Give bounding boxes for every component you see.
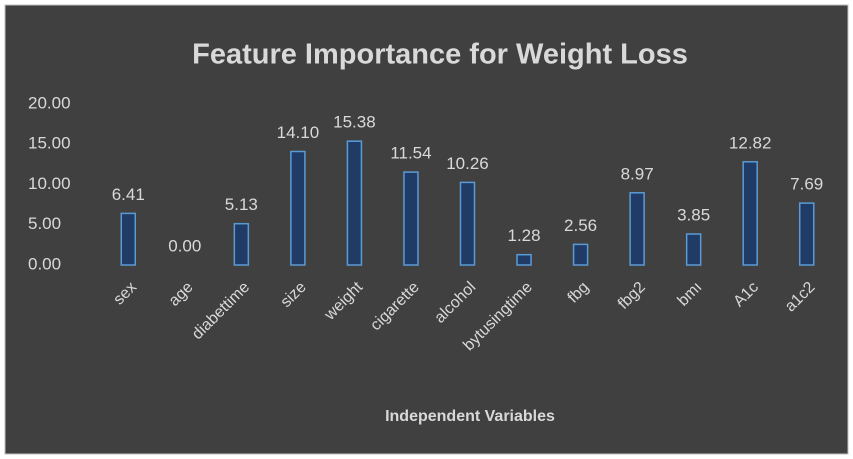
value-label: 8.97: [621, 164, 654, 183]
chart-title: Feature Importance for Weight Loss: [192, 39, 688, 71]
bar: [629, 192, 645, 266]
x-axis-title: Independent Variables: [385, 408, 555, 425]
value-label: 0.00: [168, 236, 201, 255]
bar: [290, 150, 306, 266]
value-label: 11.54: [390, 144, 431, 163]
chart-background: [4, 4, 849, 455]
bar: [403, 171, 419, 266]
value-label: 1.28: [507, 226, 540, 245]
y-tick-label: 5.00: [28, 214, 61, 233]
value-label: 5.13: [225, 195, 258, 214]
value-label: 7.69: [790, 175, 823, 194]
value-label: 3.85: [677, 205, 710, 224]
bar: [685, 233, 702, 266]
y-tick-label: 20.00: [28, 93, 71, 112]
bar: [798, 202, 815, 266]
bar: [572, 243, 589, 266]
bar: [516, 253, 532, 266]
bar: [346, 140, 363, 266]
value-label: 12.82: [729, 133, 772, 152]
value-label: 10.26: [446, 154, 489, 173]
y-tick-label: 0.00: [28, 254, 61, 273]
y-tick-label: 15.00: [28, 134, 71, 153]
y-tick-label: 10.00: [28, 174, 71, 193]
bar: [459, 181, 476, 266]
value-label: 6.41: [112, 185, 145, 204]
bar: [742, 161, 758, 266]
value-label: 14.10: [277, 123, 320, 142]
bar: [120, 212, 137, 266]
bar: [233, 222, 250, 266]
value-label: 2.56: [564, 216, 597, 235]
value-label: 15.38: [333, 113, 376, 132]
